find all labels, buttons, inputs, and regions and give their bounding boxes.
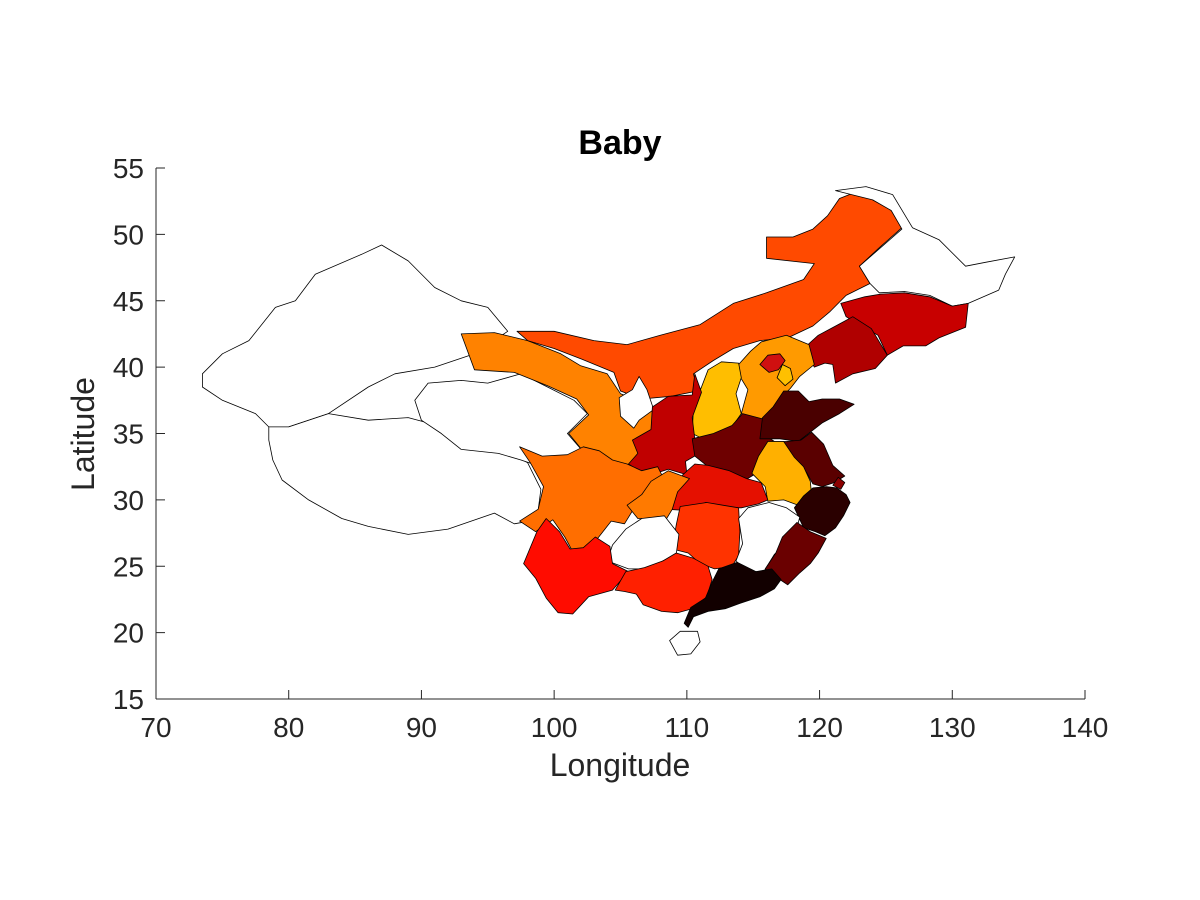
region-beijing bbox=[759, 353, 786, 373]
region-yunnan bbox=[523, 518, 629, 615]
x-tick-label: 120 bbox=[796, 712, 843, 743]
x-tick-label: 140 bbox=[1062, 712, 1109, 743]
y-axis-title: Latitude bbox=[65, 377, 101, 491]
x-tick-label: 110 bbox=[665, 712, 710, 743]
y-tick-label: 25 bbox=[113, 551, 144, 582]
x-tick-label: 100 bbox=[531, 712, 578, 743]
x-tick-label: 70 bbox=[140, 712, 171, 743]
region-fujian bbox=[764, 522, 827, 586]
region-anhui bbox=[751, 441, 812, 506]
y-tick-label: 20 bbox=[113, 618, 144, 649]
y-tick-label: 15 bbox=[113, 684, 144, 715]
region-zhejiang bbox=[794, 486, 851, 537]
region-hainan bbox=[669, 630, 701, 656]
region-inner-mongolia bbox=[516, 190, 903, 400]
x-tick-label: 130 bbox=[929, 712, 976, 743]
map-regions bbox=[201, 186, 1016, 656]
axis-ticks: 70 80 90 100 110 120 130 140 15 20 25 30 35 40 45 50 55 bbox=[113, 153, 1109, 743]
y-tick-label: 30 bbox=[113, 485, 144, 516]
region-guangdong bbox=[683, 561, 782, 628]
y-tick-label: 50 bbox=[113, 219, 144, 250]
chart-title: Baby bbox=[578, 124, 661, 162]
region-qinghai bbox=[414, 373, 588, 468]
y-tick-label: 35 bbox=[113, 419, 144, 450]
x-tick-label: 80 bbox=[273, 712, 304, 743]
x-tick-label: 90 bbox=[406, 712, 437, 743]
region-shaanxi bbox=[628, 373, 702, 477]
y-tick-label: 40 bbox=[113, 352, 144, 383]
y-tick-label: 55 bbox=[113, 153, 144, 184]
region-shanghai bbox=[832, 476, 846, 490]
region-tianjin bbox=[776, 364, 794, 387]
x-axis-title: Longitude bbox=[550, 747, 691, 783]
region-ningxia bbox=[618, 375, 655, 429]
region-shandong bbox=[759, 390, 855, 442]
region-liaoning bbox=[803, 316, 888, 384]
y-tick-label: 45 bbox=[113, 286, 144, 317]
